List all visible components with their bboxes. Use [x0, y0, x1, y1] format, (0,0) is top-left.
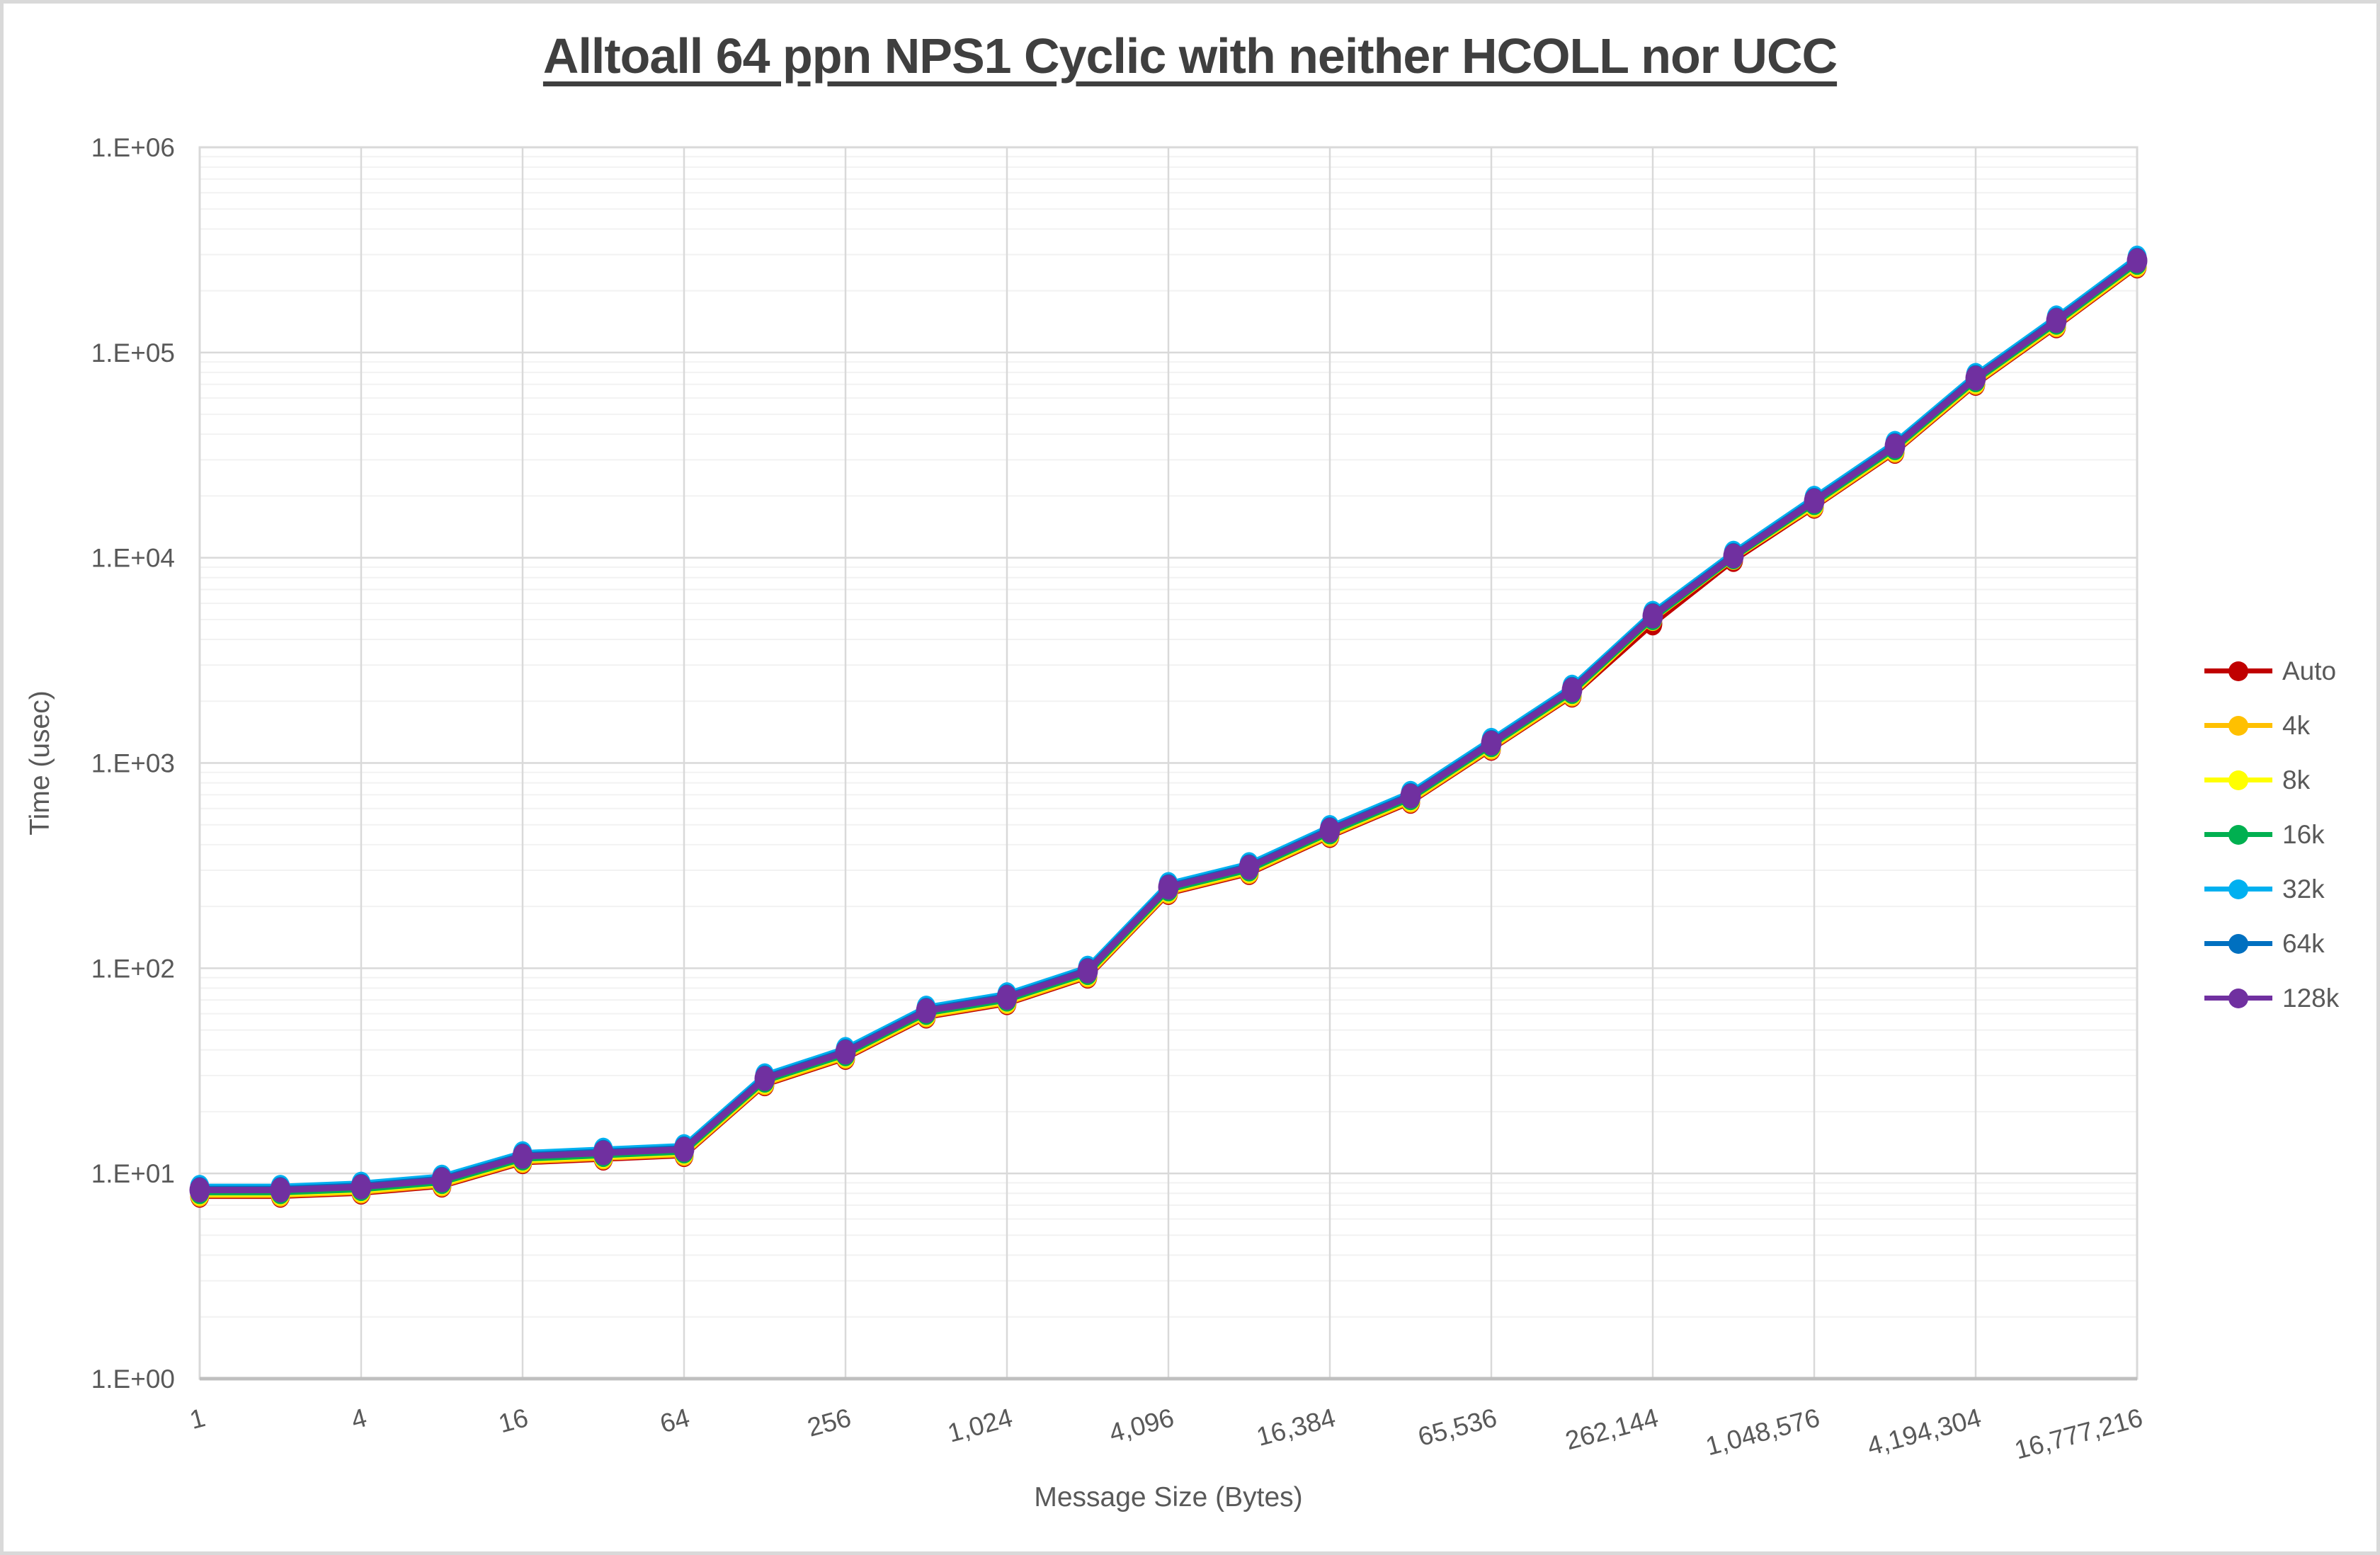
legend-line-marker-icon — [2204, 716, 2272, 736]
x-tick-labels: 1 4 16 64 256 1,024 4,096 16,384 65,536 262,144 1,… — [187, 1403, 2146, 1465]
legend-item-Auto: Auto — [2204, 644, 2339, 698]
x-tick-label: 16,384 — [1253, 1403, 1338, 1452]
x-tick-label: 16,777,216 — [2012, 1403, 2146, 1465]
legend-dot-icon — [2228, 934, 2248, 954]
marker-128k — [673, 1137, 695, 1162]
marker-128k — [1319, 818, 1340, 843]
marker-128k — [916, 998, 937, 1024]
x-tick-label: 1,048,576 — [1702, 1403, 1823, 1461]
y-tick-label: 1.E+06 — [91, 133, 175, 162]
marker-128k — [2126, 248, 2148, 273]
x-tick-label: 4 — [348, 1403, 370, 1435]
x-tick-label: 1,024 — [945, 1403, 1015, 1448]
legend-item-64k: 64k — [2204, 916, 2339, 971]
marker-128k — [270, 1178, 291, 1203]
marker-128k — [1965, 365, 1986, 391]
x-tick-label: 256 — [804, 1403, 854, 1442]
legend-dot-icon — [2228, 770, 2248, 790]
legend-line-marker-icon — [2204, 879, 2272, 899]
marker-128k — [1723, 543, 1744, 569]
legend-item-32k: 32k — [2204, 862, 2339, 916]
marker-128k — [431, 1167, 452, 1192]
marker-128k — [189, 1178, 210, 1203]
legend-label-128k: 128k — [2282, 983, 2340, 1013]
x-tick-label: 1 — [187, 1403, 208, 1435]
marker-128k — [1158, 875, 1179, 900]
legend-label-16k: 16k — [2282, 819, 2325, 849]
marker-128k — [351, 1174, 372, 1200]
marker-128k — [2046, 308, 2067, 334]
y-tick-label: 1.E+01 — [91, 1159, 175, 1188]
x-tick-label: 65,536 — [1415, 1403, 1500, 1452]
x-tick-label: 16 — [496, 1403, 531, 1438]
marker-128k — [996, 985, 1018, 1010]
marker-128k — [754, 1066, 775, 1091]
marker-128k — [835, 1039, 856, 1065]
plot-area: 1.E+00 1.E+01 1.E+02 1.E+03 1.E+04 1.E+05 1.E+… — [25, 133, 2148, 1513]
legend-line-marker-icon — [2204, 989, 2272, 1008]
chart-title-text: Alltoall 64 ppn NPS1 Cyclic with neither… — [542, 28, 1838, 84]
y-axis-title: Time (usec) — [25, 690, 55, 835]
marker-128k — [512, 1144, 533, 1169]
legend-dot-icon — [2228, 989, 2248, 1008]
legend-line-marker-icon — [2204, 661, 2272, 681]
legend-label-64k: 64k — [2282, 928, 2325, 958]
y-tick-label: 1.E+00 — [91, 1365, 175, 1394]
marker-128k — [1561, 677, 1583, 702]
marker-128k — [1239, 855, 1260, 880]
series-128k — [189, 248, 2148, 1203]
legend-dot-icon — [2228, 879, 2248, 899]
legend-line-marker-icon — [2204, 934, 2272, 954]
marker-128k — [1804, 489, 1825, 514]
chart-title: Alltoall 64 ppn NPS1 Cyclic with neither… — [4, 28, 2376, 84]
y-tick-label: 1.E+04 — [91, 544, 175, 573]
y-tick-label: 1.E+02 — [91, 954, 175, 983]
legend-dot-icon — [2228, 661, 2248, 681]
y-tick-labels: 1.E+00 1.E+01 1.E+02 1.E+03 1.E+04 1.E+05 1.E+… — [91, 133, 175, 1394]
legend-item-8k: 8k — [2204, 753, 2339, 807]
x-tick-label: 4,194,304 — [1864, 1403, 1984, 1461]
x-tick-label: 262,144 — [1562, 1403, 1661, 1455]
y-tick-label: 1.E+05 — [91, 338, 175, 368]
legend-label-8k: 8k — [2282, 765, 2311, 794]
marker-128k — [1481, 730, 1502, 756]
legend-item-128k: 128k — [2204, 971, 2339, 1025]
y-tick-label: 1.E+03 — [91, 749, 175, 778]
legend-line-marker-icon — [2204, 770, 2272, 790]
marker-128k — [1884, 433, 1906, 459]
marker-128k — [593, 1140, 614, 1166]
legend-item-4k: 4k — [2204, 698, 2339, 753]
legend-dot-icon — [2228, 825, 2248, 845]
x-axis-title: Message Size (Bytes) — [1034, 1482, 1302, 1513]
x-tick-label: 4,096 — [1106, 1403, 1177, 1448]
legend-label-32k: 32k — [2282, 874, 2325, 904]
legend-item-16k: 16k — [2204, 807, 2339, 862]
marker-128k — [1400, 783, 1421, 809]
x-tick-label: 64 — [657, 1403, 693, 1438]
legend-line-marker-icon — [2204, 825, 2272, 845]
marker-128k — [1642, 603, 1663, 629]
legend: Auto 4k 8k 16k 32k 64k 128k — [2204, 644, 2339, 1025]
marker-128k — [1077, 958, 1098, 984]
legend-label-Auto: Auto — [2282, 656, 2337, 685]
legend-label-4k: 4k — [2282, 710, 2311, 740]
legend-dot-icon — [2228, 716, 2248, 736]
